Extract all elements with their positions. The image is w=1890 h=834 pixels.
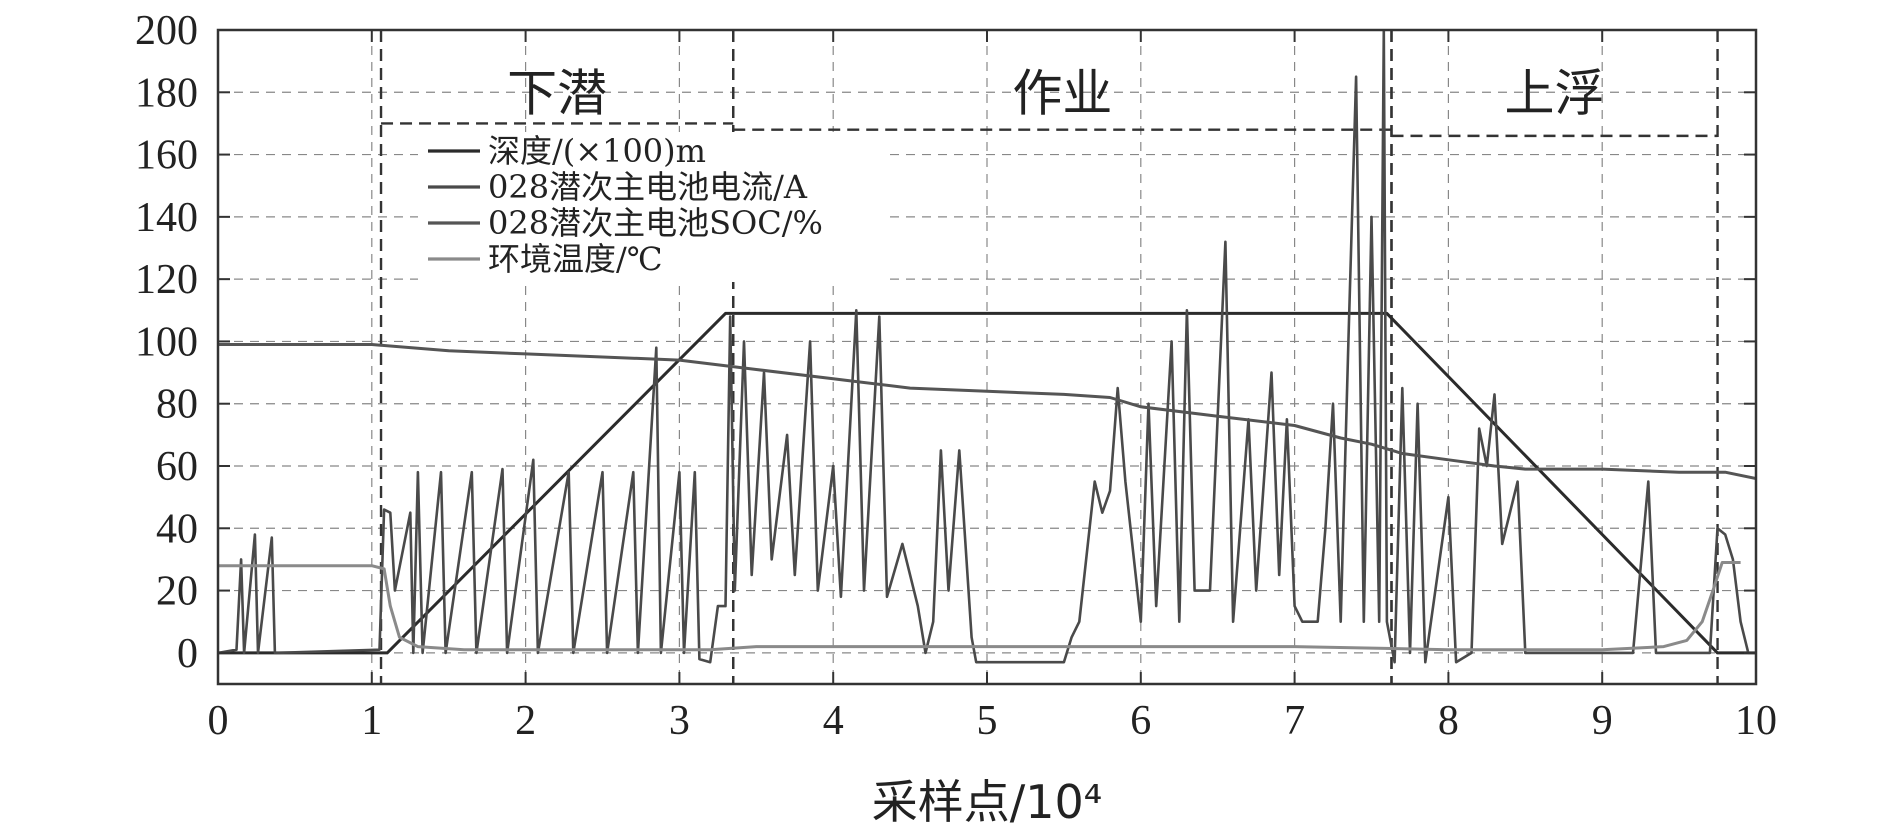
x-tick-label: 4 <box>823 698 844 744</box>
y-tick-label: 40 <box>156 506 198 552</box>
series-layer <box>218 30 1756 664</box>
y-tick-label: 180 <box>135 70 198 116</box>
series-line-3 <box>218 561 1741 652</box>
legend-entry-0: 深度/(×100)m <box>488 132 706 170</box>
series-line-1 <box>218 30 1756 664</box>
y-tick-label: 20 <box>156 569 198 615</box>
legend-entry-1: 028潜次主电池电流/A <box>488 168 808 206</box>
x-tick-label: 7 <box>1284 698 1305 744</box>
legend-entry-2: 028潜次主电池SOC/% <box>488 204 823 242</box>
x-tick-label: 6 <box>1130 698 1151 744</box>
x-tick-label: 2 <box>515 698 536 744</box>
y-tick-label: 80 <box>156 382 198 428</box>
y-tick-label: 140 <box>135 195 198 241</box>
y-tick-label: 200 <box>135 8 198 54</box>
series-line-2 <box>218 343 1756 480</box>
x-tick-label: 3 <box>669 698 690 744</box>
grid-layer <box>218 30 1756 684</box>
x-tick-label: 10 <box>1735 698 1777 744</box>
phase-layer: 下潜 作业 上浮 <box>379 30 1719 684</box>
x-tick-label: 1 <box>361 698 382 744</box>
phase-box: 上浮 <box>1390 30 1719 684</box>
y-tick-label: 120 <box>135 257 198 303</box>
x-tick-label: 5 <box>977 698 998 744</box>
legend-entry-3: 环境温度/℃ <box>488 240 663 278</box>
x-tick-label: 9 <box>1592 698 1613 744</box>
legend: 深度/(×100)m028潜次主电池电流/A028潜次主电池SOC/%环境温度/… <box>418 132 888 282</box>
series-line-0 <box>218 311 1756 655</box>
x-axis-title: 采样点/10⁴ <box>872 775 1102 829</box>
x-tick-label: 0 <box>208 698 229 744</box>
phase-label: 上浮 <box>1505 64 1605 122</box>
phase-label: 作业 <box>1012 64 1112 122</box>
legend-background <box>418 132 888 282</box>
y-tick-label: 60 <box>156 444 198 490</box>
y-tick-label: 160 <box>135 133 198 179</box>
y-tick-label: 0 <box>177 631 198 677</box>
x-tick-label: 8 <box>1438 698 1459 744</box>
y-tick-label: 100 <box>135 319 198 365</box>
phase-label: 下潜 <box>507 64 607 122</box>
